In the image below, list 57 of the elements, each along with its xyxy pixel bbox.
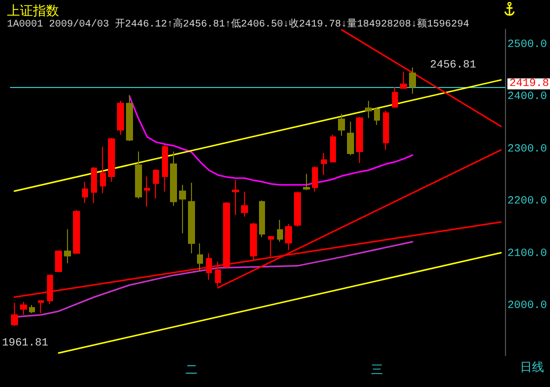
candlestick (365, 100, 372, 119)
candlestick (38, 300, 44, 314)
candlestick (277, 219, 283, 242)
candlestick (100, 146, 106, 194)
candlestick (303, 173, 310, 191)
candlestick (188, 182, 195, 254)
candlestick (232, 180, 239, 216)
candlestick (108, 137, 115, 182)
y-tick-label: 2400.0 (507, 91, 548, 104)
candlestick (117, 100, 124, 136)
candlestick (144, 176, 150, 208)
candlestick (82, 181, 88, 204)
candlestick (268, 236, 274, 258)
candlestick (170, 150, 177, 206)
candlestick (347, 121, 354, 156)
ref-line-label: 2419.8 (509, 78, 550, 90)
candlestick (20, 301, 27, 316)
candlestick (179, 184, 186, 234)
candlestick (73, 209, 80, 254)
candlestick (383, 110, 389, 150)
x-tick-label: 二 (185, 362, 198, 377)
candlestick (400, 71, 407, 90)
candlestick (162, 144, 168, 192)
x-tick-label: 三 (371, 362, 384, 377)
candlestick (374, 108, 380, 126)
chart-subtitle: 1A0001 2009/04/03 开2446.12↑高2456.81↑低2406.50↓收2419.78↓量184928208↓额1596294 (7, 18, 470, 30)
candlestick (285, 224, 292, 251)
candlestick (197, 242, 203, 272)
candlestick (241, 191, 248, 218)
chart-title: 上证指数 (7, 4, 59, 19)
annotation: 2456.81 (430, 60, 477, 72)
candlestick (11, 302, 18, 326)
candlestick (330, 134, 336, 162)
candlestick (312, 166, 318, 192)
candlestick (259, 200, 265, 238)
candlestick (338, 113, 345, 136)
line-series (128, 95, 414, 186)
candlestick (409, 67, 416, 94)
candlestick (153, 168, 159, 199)
text: 日线 (520, 360, 544, 374)
candlestick (91, 166, 97, 204)
candlestick (206, 252, 212, 280)
candlestick (392, 86, 398, 108)
candlestick (294, 191, 301, 228)
y-tick-label: 2100.0 (507, 248, 548, 260)
candlestick (321, 152, 327, 176)
candlestick (64, 228, 71, 264)
y-tick-label: 2300.0 (507, 143, 548, 156)
candlestick (135, 150, 142, 199)
candlestick (356, 116, 363, 164)
y-tick-label: 2500.0 (507, 38, 548, 51)
y-tick-label: 2200.0 (507, 196, 548, 208)
candlestick (55, 250, 62, 272)
candlestick (29, 304, 35, 314)
annotation: 1961.81 (2, 338, 49, 350)
y-tick-label: 2000.0 (507, 300, 548, 312)
candlestick (126, 94, 133, 142)
